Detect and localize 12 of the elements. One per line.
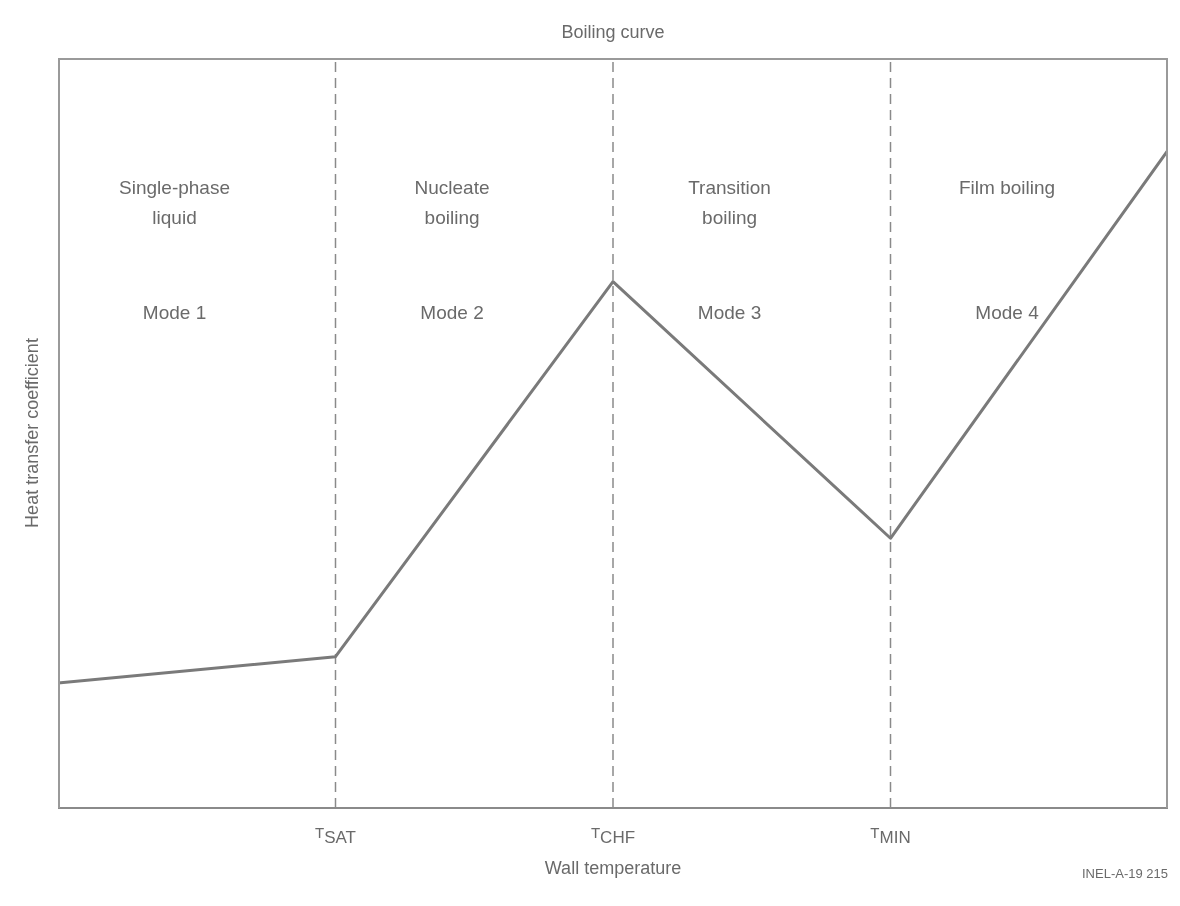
annotation: Mode 4	[974, 301, 1040, 325]
annotation: Single-phase liquid	[118, 176, 231, 230]
annotation: Mode 3	[696, 301, 763, 325]
x-axis-title: Wall temperature	[544, 858, 682, 878]
annotation: Nucleate boiling	[413, 176, 491, 230]
annotation: Film boiling	[958, 176, 1057, 200]
annotation: Transition boiling	[687, 176, 772, 230]
y-axis-title: Heat transfer coefficient	[21, 338, 43, 528]
text: INEL-A-19 215	[1082, 866, 1168, 881]
annotation: Mode 1	[141, 301, 208, 325]
chart-title: Boiling curve	[560, 22, 666, 43]
annotation: Mode 2	[419, 301, 485, 325]
